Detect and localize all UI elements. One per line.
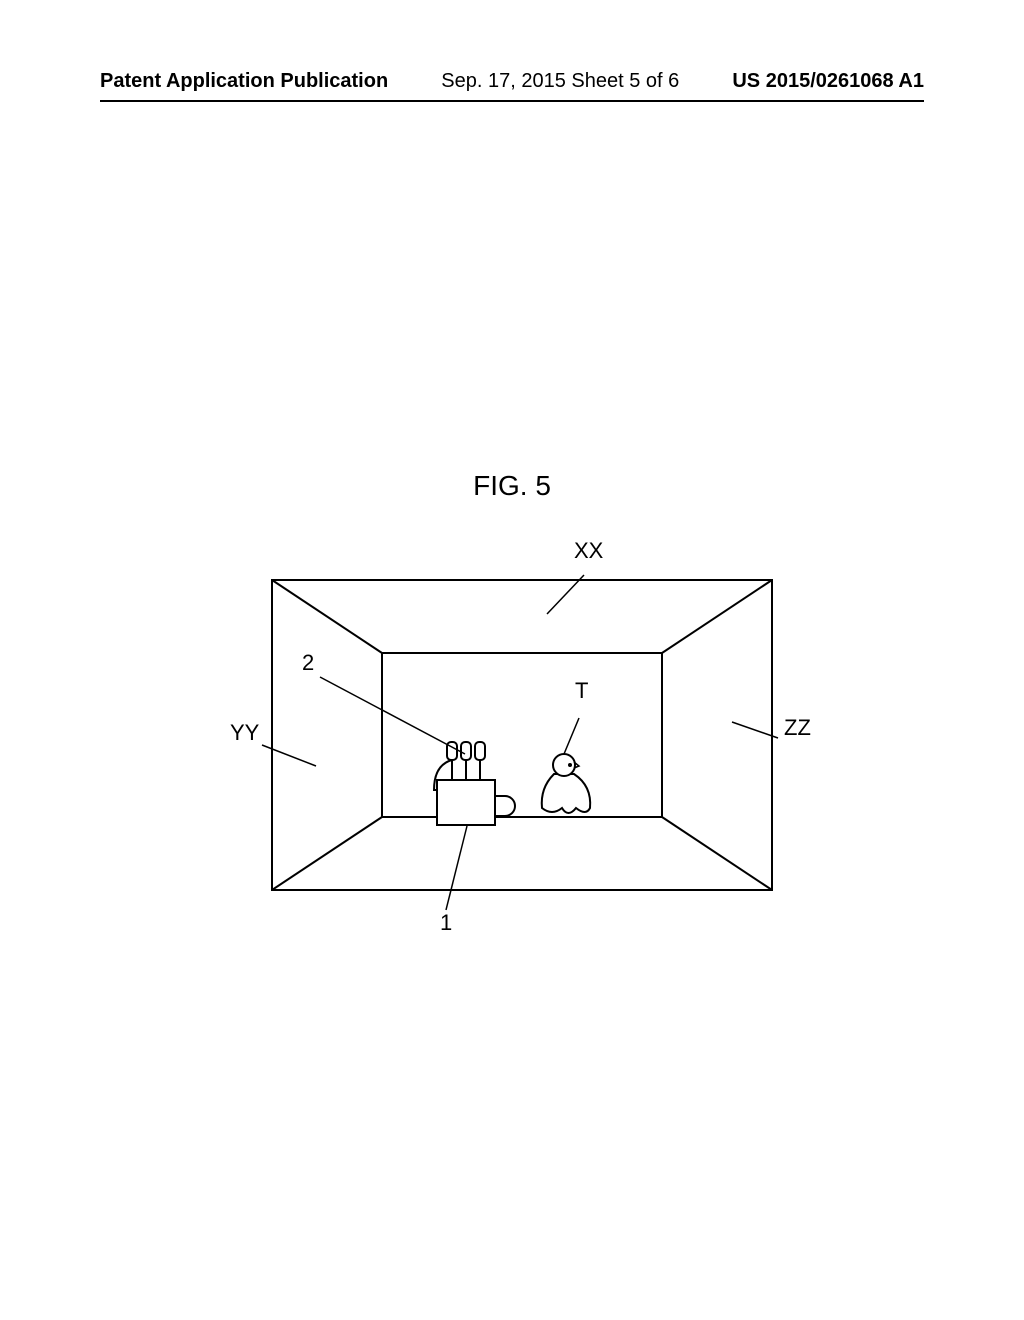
room-inner-rect: [382, 653, 662, 817]
label-YY: YY: [230, 720, 260, 745]
camera-flash-panel-2: [475, 742, 485, 760]
header-center: Sep. 17, 2015 Sheet 5 of 6: [441, 70, 679, 93]
label-lbl1: 1: [440, 910, 452, 935]
camera-lens: [495, 796, 515, 816]
person-eye: [568, 763, 572, 767]
header-rule: [100, 100, 924, 102]
label-ZZ: ZZ: [784, 715, 811, 740]
label-T: T: [575, 678, 588, 703]
figure-title: FIG. 5: [0, 470, 1024, 502]
header-left: Patent Application Publication: [100, 70, 388, 93]
label-XX: XX: [574, 540, 604, 563]
leader-lbl1: [446, 826, 467, 910]
leader-T: [564, 718, 579, 754]
leader-YY: [262, 745, 316, 766]
camera-body: [437, 780, 495, 825]
patent-header: Patent Application Publication Sep. 17, …: [0, 70, 1024, 93]
header-right: US 2015/0261068 A1: [732, 70, 924, 93]
figure-5: XX YY ZZ T 2 1: [212, 540, 812, 940]
camera-flash-panel-1: [461, 742, 471, 760]
label-lbl2: 2: [302, 650, 314, 675]
figure-svg: XX YY ZZ T 2 1: [212, 540, 812, 940]
room-outer-rect: [272, 580, 772, 890]
person-body: [542, 774, 590, 813]
leader-lbl2: [320, 677, 465, 754]
